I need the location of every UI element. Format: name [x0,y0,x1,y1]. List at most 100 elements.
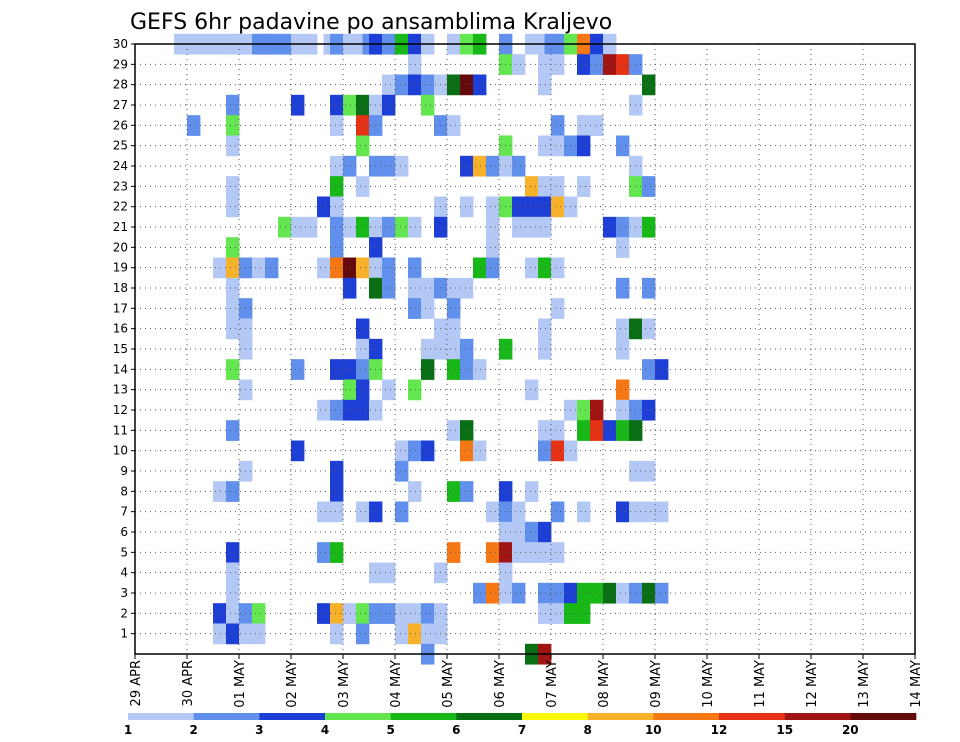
heatmap-cell [382,257,396,279]
colorbar-label: 8 [584,723,592,737]
heatmap-cell [226,94,240,116]
heatmap-cell [486,501,500,523]
heatmap-cell [356,176,370,197]
heatmap-cell [226,237,240,258]
heatmap-cell [356,359,370,380]
heatmap-cell [226,582,240,604]
y-tick-label: 20 [113,240,128,254]
heatmap-cell [382,379,396,401]
heatmap-cell [356,257,370,279]
heatmap-cell [330,481,344,502]
y-tick-label: 24 [113,159,128,173]
y-tick-label: 6 [120,525,128,539]
heatmap-cell [343,155,357,177]
heatmap-cell [447,318,461,340]
heatmap-cell [525,176,539,197]
heatmap-cell [317,196,331,218]
heatmap-cell [473,582,487,604]
heatmap-cell [356,94,370,116]
heatmap-cell [551,440,565,462]
heatmap-cell [226,420,240,441]
colorbar-label: 7 [518,723,526,737]
heatmap-cell [317,399,331,421]
heatmap-cell [538,521,552,543]
colorbar-label: 1 [124,723,132,737]
heatmap-cell [213,603,227,624]
heatmap-cell [447,298,461,319]
heatmap-cell [616,399,630,421]
heatmap-cell [642,359,656,380]
heatmap-cell [577,420,591,441]
heatmap-cell [538,542,552,563]
heatmap-cell [460,440,474,462]
heatmap-cell [486,237,500,258]
heatmap-cell [447,420,461,441]
colorbar-label: 5 [387,723,395,737]
colorbar-label: 3 [255,723,263,737]
x-tick-label: 10 MAY [701,660,716,708]
x-tick-label: 09 MAY [649,660,664,708]
colorbar-swatch [522,713,588,720]
heatmap-cell [395,440,409,462]
heatmap-cell [538,196,552,218]
x-tick-label: 11 MAY [753,660,768,708]
heatmap-cell [603,216,617,238]
y-tick-label: 17 [113,301,128,315]
heatmap-cell [590,54,604,75]
heatmap-cell [460,74,474,96]
x-axis: 29 APR 30 APR 01 MAY 02 MAY 03 MAY 04 MAY 05 M… [129,654,924,708]
heatmap-cells [174,33,669,665]
colorbar-swatch [193,713,260,720]
y-tick-label: 10 [113,444,128,458]
heatmap-cell [603,54,617,75]
heatmap-cell [642,176,656,197]
heatmap-cell [642,460,656,482]
heatmap-cell [213,481,227,502]
heatmap-cell [447,481,461,502]
heatmap-cell [252,257,266,279]
y-tick-label: 2 [120,606,128,620]
heatmap-cell [616,216,630,238]
heatmap-cell [447,115,461,136]
heatmap-cell [213,623,227,645]
y-tick-label: 12 [113,403,128,417]
heatmap-cell [343,257,357,279]
x-tick-label: 08 MAY [597,660,612,708]
heatmap-cell [473,155,487,177]
heatmap-cell [538,318,552,340]
colorbar-label: 2 [190,723,198,737]
heatmap-cell [447,338,461,360]
colorbar-swatch [128,713,194,720]
x-tick-label: 02 MAY [285,660,300,708]
heatmap-cell [577,582,591,604]
heatmap-cell [330,399,344,421]
heatmap-cell [525,216,539,238]
heatmap-cell [226,135,240,157]
heatmap-cell [616,54,630,75]
heatmap-cell [538,338,552,360]
heatmap-cell [512,501,526,523]
heatmap-cell [551,603,565,624]
heatmap-cell [603,420,617,441]
x-tick-label: 29 APR [129,660,144,706]
heatmap-cell [395,603,409,624]
x-tick-label: 12 MAY [805,660,820,708]
heatmap-cell [291,440,305,462]
heatmap-cell [343,277,357,299]
y-tick-label: 19 [113,261,128,275]
heatmap-cell [512,216,526,238]
y-tick-label: 14 [113,362,128,376]
heatmap-cell [330,359,344,380]
heatmap-cell [538,440,552,462]
heatmap-cell [356,318,370,340]
heatmap-cell [382,74,396,96]
heatmap-cell [330,460,344,482]
heatmap-cell [408,74,422,96]
colorbar-swatch [784,713,851,720]
heatmap-cell [356,399,370,421]
heatmap-cell [486,542,500,563]
heatmap-cell [356,379,370,401]
heatmap-cell [577,135,591,157]
heatmap-cell [616,237,630,258]
heatmap-cell [317,257,331,279]
